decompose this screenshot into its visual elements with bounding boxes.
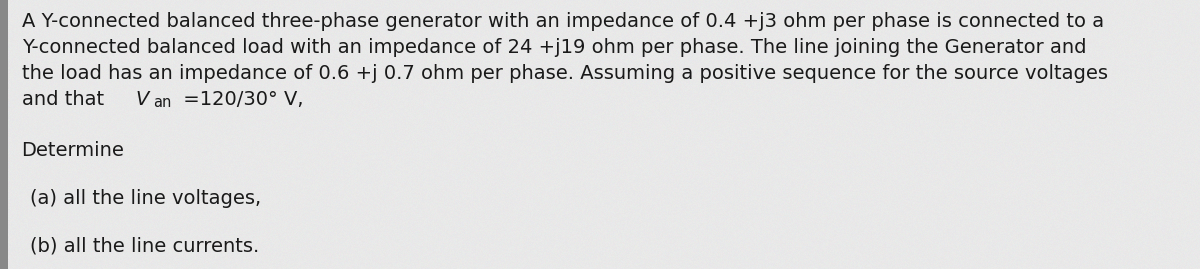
Text: and that: and that <box>22 90 110 109</box>
Text: =120/30° V,: =120/30° V, <box>176 90 304 109</box>
Text: Y-connected balanced load with an impedance of 24 +j19 ohm per phase. The line j: Y-connected balanced load with an impeda… <box>22 38 1086 57</box>
Text: V: V <box>136 90 149 109</box>
Text: Determine: Determine <box>22 141 125 160</box>
Text: (b) all the line currents.: (b) all the line currents. <box>30 237 259 256</box>
Bar <box>0 0 8 269</box>
Text: (a) all the line voltages,: (a) all the line voltages, <box>30 189 260 208</box>
Text: the load has an impedance of 0.6 +j 0.7 ohm per phase. Assuming a positive seque: the load has an impedance of 0.6 +j 0.7 … <box>22 64 1108 83</box>
Text: A Y-connected balanced three-phase generator with an impedance of 0.4 +j3 ohm pe: A Y-connected balanced three-phase gener… <box>22 12 1104 31</box>
Text: an: an <box>152 95 172 110</box>
